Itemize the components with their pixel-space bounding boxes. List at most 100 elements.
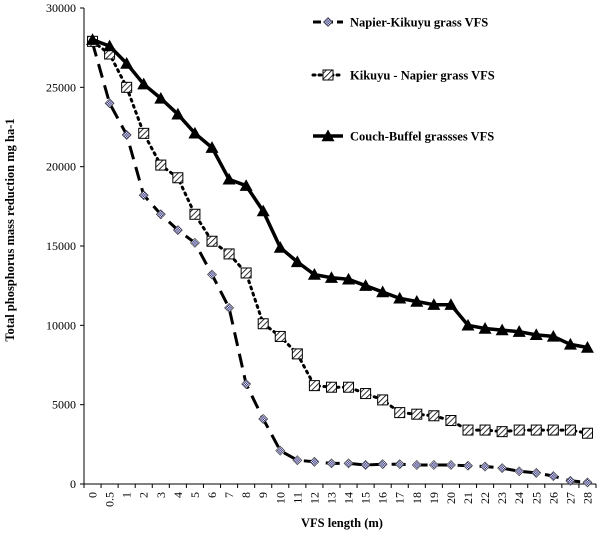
- x-tick-label: 20: [444, 492, 458, 504]
- x-tick-label: 9: [256, 492, 270, 498]
- x-tick-label: 5: [188, 492, 202, 498]
- hatched-square-marker: [172, 172, 184, 184]
- x-tick-label: 15: [359, 492, 373, 504]
- diamond-marker: [190, 237, 200, 248]
- triangle-marker: [478, 322, 492, 334]
- x-tick-label: 3: [154, 492, 168, 498]
- diamond-marker: [343, 458, 354, 469]
- x-tick-label: 2: [137, 492, 151, 498]
- diamond-marker: [275, 445, 286, 456]
- x-tick-label: 10: [273, 492, 287, 504]
- hatched-square-marker: [322, 69, 334, 81]
- diamond-marker: [360, 460, 371, 470]
- hatched-square-marker: [206, 235, 218, 247]
- diamond-marker: [224, 302, 234, 313]
- y-tick-label: 25000: [46, 80, 76, 94]
- triangle-marker: [205, 141, 219, 153]
- diamond-marker: [104, 98, 115, 109]
- series-2: [87, 35, 593, 439]
- hatched-square-marker: [291, 348, 303, 360]
- legend-label: Napier-Kikuyu grass VFS: [350, 16, 488, 30]
- x-tick-label: 26: [546, 492, 560, 504]
- hatched-square-marker: [308, 380, 320, 392]
- hatched-square-marker: [257, 318, 269, 330]
- hatched-square-marker: [240, 267, 252, 279]
- diamond-marker: [565, 475, 576, 486]
- triangle-marker: [154, 91, 168, 104]
- diamond-marker: [446, 460, 456, 470]
- triangle-marker: [321, 129, 335, 142]
- triangle-marker: [529, 328, 543, 341]
- series-line: [91, 42, 588, 484]
- y-tick-label: 5000: [52, 398, 76, 412]
- hatched-square-marker: [513, 424, 525, 436]
- triangle-marker: [359, 279, 373, 291]
- x-tick-label: 19: [427, 492, 441, 504]
- x-tick-label: 25: [529, 492, 543, 504]
- diamond-marker: [463, 460, 473, 471]
- triangle-marker: [512, 325, 526, 337]
- triangle-marker: [222, 172, 236, 185]
- hatched-square-marker: [394, 407, 406, 419]
- diamond-marker: [497, 463, 508, 474]
- x-tick-label: 4: [171, 492, 185, 498]
- triangle-marker: [427, 298, 441, 310]
- triangle-marker: [120, 57, 134, 69]
- series-layer: [86, 33, 594, 488]
- hatched-square-marker: [445, 415, 457, 427]
- triangle-marker: [563, 337, 577, 350]
- x-tick-label: 1: [120, 492, 134, 498]
- y-tick-label: 20000: [46, 160, 76, 174]
- triangle-marker: [137, 77, 151, 90]
- triangle-marker: [256, 204, 270, 217]
- diamond-marker: [155, 209, 166, 220]
- y-axis-title: Total phosphorus mass reduction mg ha-1: [3, 118, 17, 341]
- x-tick-label: 17: [393, 492, 407, 504]
- hatched-square-marker: [325, 381, 337, 393]
- x-tick-label: 22: [478, 492, 492, 504]
- triangle-marker: [393, 291, 407, 304]
- legend-item-1: Napier-Kikuyu grass VFS: [313, 16, 488, 30]
- diamond-marker: [531, 467, 542, 478]
- x-tick-label: 21: [461, 492, 475, 504]
- diamond-marker: [207, 269, 217, 280]
- hatched-square-marker: [138, 127, 150, 139]
- hatched-square-marker: [377, 394, 389, 406]
- triangle-marker: [307, 268, 321, 280]
- hatched-square-marker: [274, 330, 286, 342]
- y-tick-label: 0: [70, 477, 76, 491]
- y-tick-label: 10000: [46, 318, 76, 332]
- x-tick-label: 23: [495, 492, 509, 504]
- hatched-square-marker: [189, 208, 201, 220]
- x-tick-label: 0.5: [103, 492, 117, 507]
- diamond-marker: [514, 466, 525, 477]
- hatched-square-marker: [581, 427, 593, 439]
- diamond-marker: [428, 460, 439, 470]
- triangle-marker: [495, 323, 509, 336]
- x-axis-title: VFS length (m): [301, 516, 383, 530]
- hatched-square-marker: [530, 424, 542, 436]
- triangle-marker: [239, 179, 253, 191]
- x-tick-label: 28: [580, 492, 594, 504]
- x-tick-label: 16: [376, 492, 390, 504]
- legend-item-2: Kikuyu - Napier grass VFS: [311, 69, 495, 83]
- diamond-marker: [323, 17, 333, 27]
- diamond-marker: [172, 225, 183, 236]
- hatched-square-marker: [155, 159, 167, 171]
- x-tick-label: 11: [290, 492, 304, 504]
- triangle-marker: [376, 285, 390, 298]
- series-3: [86, 33, 594, 353]
- triangle-marker: [103, 39, 117, 52]
- x-tick-label: 8: [239, 492, 253, 498]
- hatched-square-marker: [564, 424, 576, 436]
- triangle-marker: [290, 255, 304, 268]
- series-line: [91, 39, 589, 435]
- hatched-square-marker: [462, 424, 474, 436]
- triangle-marker: [444, 298, 458, 310]
- hatched-square-marker: [121, 81, 133, 93]
- diamond-marker: [377, 459, 388, 470]
- x-tick-label: 13: [324, 492, 338, 504]
